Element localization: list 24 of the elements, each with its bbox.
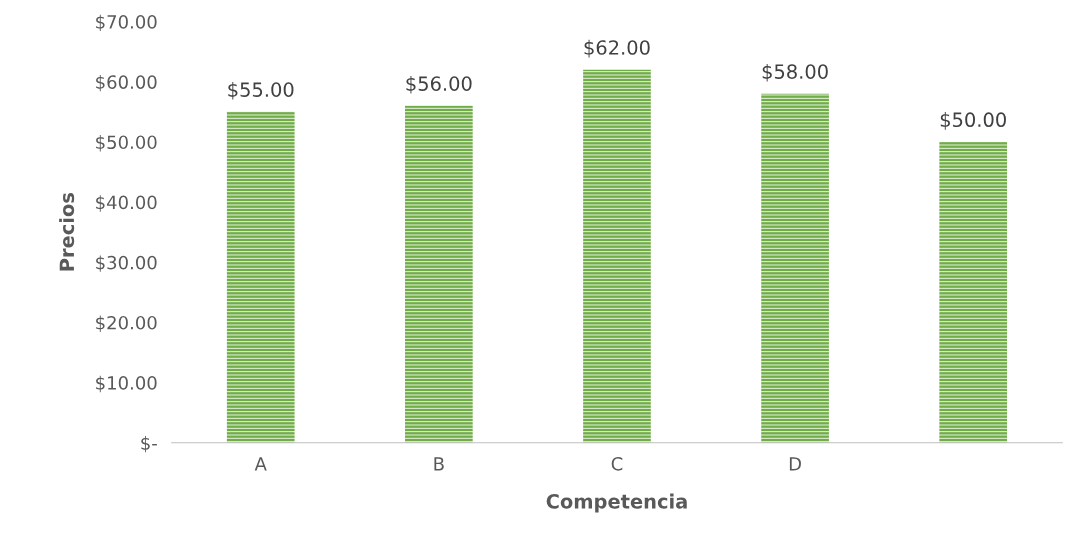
x-tick-label: C bbox=[611, 457, 623, 471]
data-label: $56.00 bbox=[406, 75, 472, 94]
x-axis-title: Competencia bbox=[546, 493, 687, 513]
y-tick-label: $10.00 bbox=[96, 375, 157, 393]
bar bbox=[583, 69, 651, 443]
bar bbox=[761, 93, 829, 443]
data-label: $58.00 bbox=[762, 63, 828, 82]
y-tick-label: $30.00 bbox=[96, 255, 157, 272]
y-tick-label: $20.00 bbox=[96, 315, 157, 332]
y-tick-label: $40.00 bbox=[96, 195, 157, 212]
y-tick-label: $70.00 bbox=[96, 14, 157, 32]
y-axis-title: Precios bbox=[59, 193, 75, 271]
x-tick-label: B bbox=[434, 457, 444, 471]
bar bbox=[939, 141, 1008, 443]
x-tick-label: A bbox=[254, 457, 267, 471]
y-tick-label: $- bbox=[141, 435, 157, 453]
data-label: $55.00 bbox=[228, 81, 294, 100]
data-label: $62.00 bbox=[584, 39, 650, 58]
y-tick-label: $50.00 bbox=[96, 135, 157, 152]
bar bbox=[226, 111, 295, 443]
x-tick-label: D bbox=[789, 457, 801, 471]
bar bbox=[405, 105, 473, 443]
y-tick-label: $60.00 bbox=[96, 74, 157, 92]
data-label: $50.00 bbox=[940, 112, 1006, 130]
